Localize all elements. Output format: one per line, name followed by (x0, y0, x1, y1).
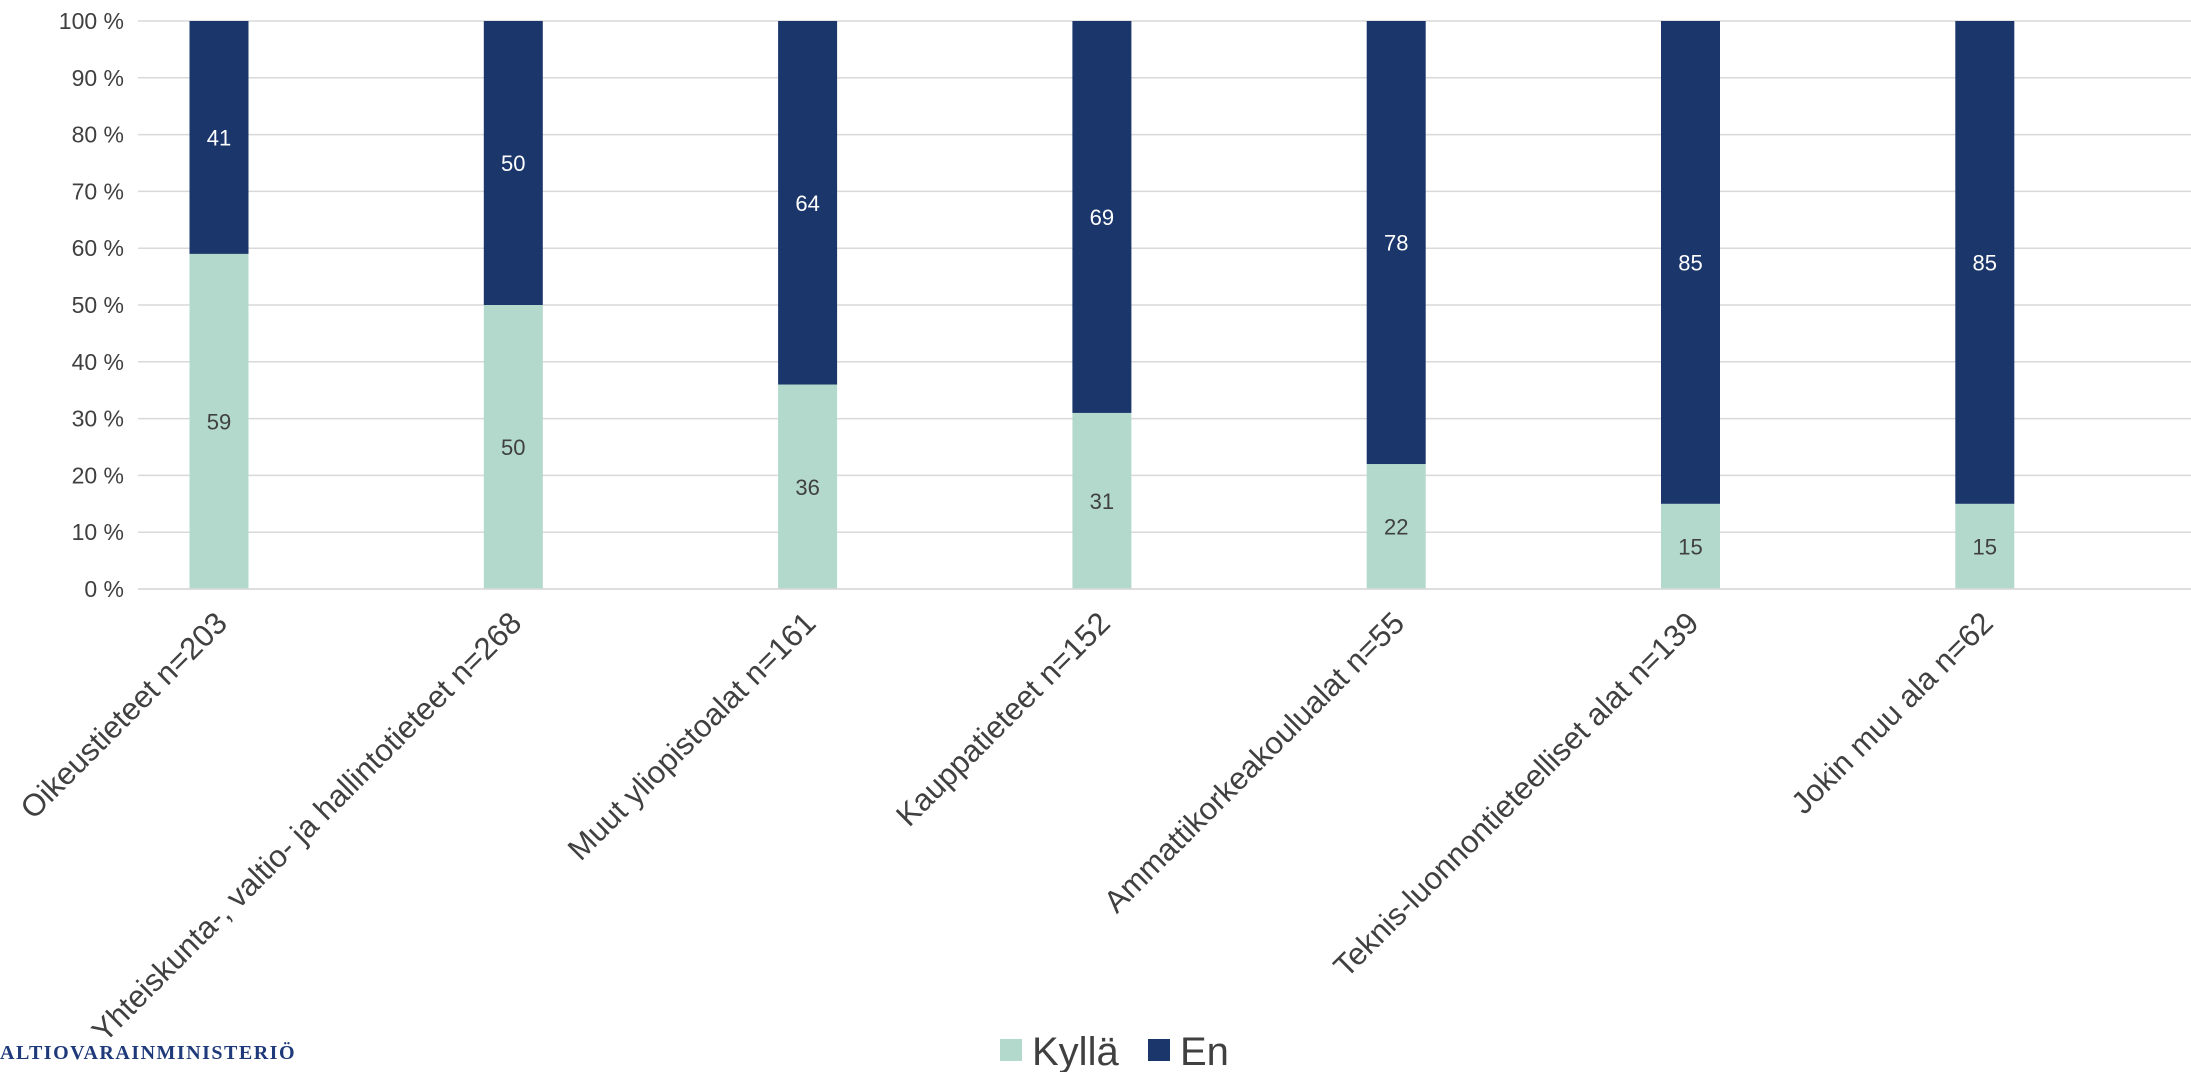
y-tick-label: 60 % (72, 235, 124, 261)
bar-segment-kylla (1072, 412, 1132, 589)
y-tick-label: 10 % (72, 519, 124, 545)
bar-segment-kylla (1366, 464, 1426, 589)
bar-segment-kylla (778, 384, 838, 589)
x-tick-label: Ammattikorkeakoulualat n=55 (1097, 605, 1411, 919)
y-axis: 0 % 10 % 20 % 30 % 40 % 50 % 60 % 70 % 80 % 90 % 1… (59, 8, 124, 602)
bar-segment-kylla (1661, 503, 1720, 589)
x-tick-label: Teknis-luonnontieteelliset alat n=139 (1327, 605, 1706, 984)
y-tick-label: 90 % (72, 65, 124, 91)
data-label: 22 (1384, 515, 1408, 540)
bar-segment-en (189, 21, 249, 254)
bar-segment-kylla (483, 305, 543, 589)
bar-segment-en (778, 21, 838, 385)
y-tick-label: 100 % (59, 8, 124, 34)
x-tick-label: Kauppatieteet n=152 (889, 605, 1117, 833)
data-label: 85 (1973, 250, 1997, 275)
data-label: 41 (207, 125, 231, 150)
ministry-logo-text: ALTIOVARAINMINISTERIÖ (0, 1042, 297, 1064)
data-label: 85 (1678, 250, 1702, 275)
bar-segment-en (1661, 21, 1720, 504)
y-tick-label: 40 % (72, 349, 124, 375)
data-label: 50 (501, 435, 525, 460)
bar-segment-en (1366, 21, 1426, 465)
data-label: 36 (795, 475, 819, 500)
bar-segment-en (1955, 21, 2015, 504)
data-label: 64 (795, 191, 819, 216)
data-label: 69 (1090, 205, 1114, 230)
legend-label: En (1180, 1030, 1229, 1072)
data-label: 31 (1090, 489, 1114, 514)
bar-segment-kylla (189, 253, 249, 589)
x-tick-label: Muut yliopistoalat n=161 (561, 605, 823, 867)
gridlines (138, 20, 2191, 590)
legend-swatch-kylla (1000, 1039, 1022, 1061)
y-tick-label: 80 % (72, 122, 124, 148)
data-label: 59 (207, 409, 231, 434)
bar-segment-kylla (1955, 503, 2015, 589)
legend-label: Kyllä (1032, 1030, 1119, 1072)
legend-swatch-en (1148, 1039, 1170, 1061)
x-tick-label: Jokin muu ala n=62 (1784, 605, 1999, 820)
bar-segment-en (483, 21, 543, 305)
y-tick-label: 0 % (84, 576, 124, 602)
x-tick-label: Oikeustieteet n=203 (14, 605, 234, 825)
data-label: 78 (1384, 231, 1408, 256)
y-tick-label: 70 % (72, 178, 124, 204)
y-tick-label: 20 % (72, 462, 124, 488)
data-label: 50 (501, 151, 525, 176)
y-tick-label: 50 % (72, 292, 124, 318)
data-label: 15 (1678, 534, 1702, 559)
legend: Kyllä En (1000, 1030, 1229, 1072)
data-label: 15 (1973, 534, 1997, 559)
bar-segment-en (1072, 21, 1132, 413)
bars: 59 41 50 50 36 64 31 69 22 78 15 85 15 85 (189, 21, 2015, 589)
y-tick-label: 30 % (72, 406, 124, 432)
